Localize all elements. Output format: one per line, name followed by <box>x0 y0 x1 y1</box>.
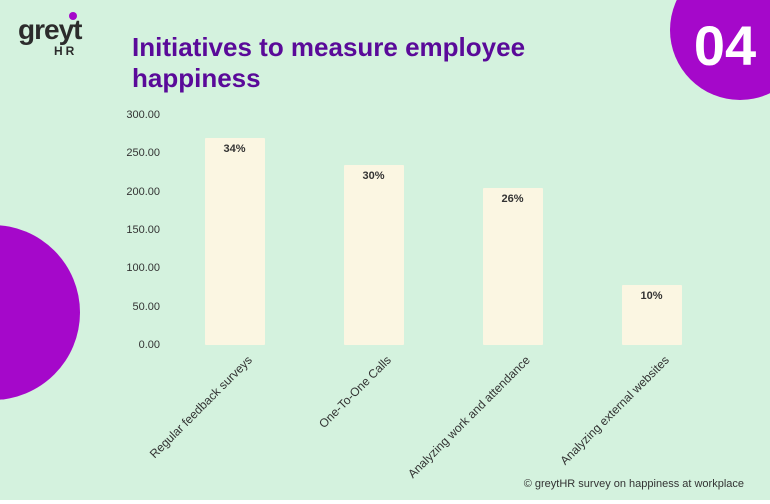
page-number: 04 <box>694 13 756 78</box>
bar: 34% <box>205 138 265 345</box>
bar-value-label: 10% <box>622 290 682 302</box>
bar: 30% <box>344 165 404 345</box>
logo-main: grey <box>18 14 73 45</box>
logo: greyt <box>18 14 81 46</box>
y-axis-tick: 150.00 <box>110 224 160 236</box>
chart-title: Initiatives to measure employee happines… <box>132 32 552 94</box>
y-axis-tick: 0.00 <box>110 339 160 351</box>
y-axis-tick: 100.00 <box>110 262 160 274</box>
bar: 26% <box>483 188 543 345</box>
bar-value-label: 30% <box>344 170 404 182</box>
bar: 10% <box>622 285 682 345</box>
y-axis-tick: 250.00 <box>110 147 160 159</box>
y-axis-tick: 50.00 <box>110 301 160 313</box>
y-axis-tick: 200.00 <box>110 186 160 198</box>
logo-accent: t <box>73 14 81 46</box>
copyright: © greytHR survey on happiness at workpla… <box>524 478 744 490</box>
bar-value-label: 26% <box>483 193 543 205</box>
y-axis-tick: 300.00 <box>110 109 160 121</box>
logo-sub: HR <box>54 44 77 58</box>
bar-chart: 0.0050.00100.00150.00200.00250.00300.00 … <box>110 115 720 365</box>
plot-area: 34% 30% 26% 10% <box>165 115 720 345</box>
bar-value-label: 34% <box>205 143 265 155</box>
